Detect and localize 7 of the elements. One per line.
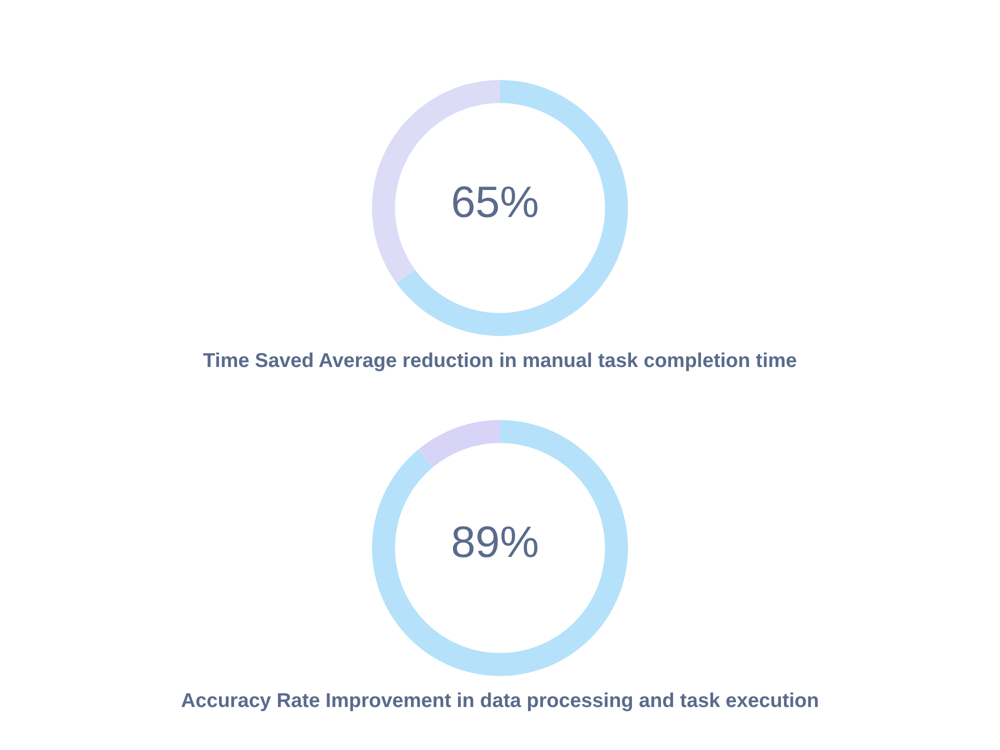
donut-slice — [418, 420, 500, 468]
donut-slice — [396, 80, 628, 336]
text: Time Saved Average reduction in manual task completion time — [202, 350, 798, 373]
text: Accuracy Rate Improvement in data processing and task execution — [180, 690, 820, 713]
text: 65% — [450, 178, 540, 228]
donut-slice — [372, 420, 628, 676]
text: 89% — [450, 518, 540, 568]
